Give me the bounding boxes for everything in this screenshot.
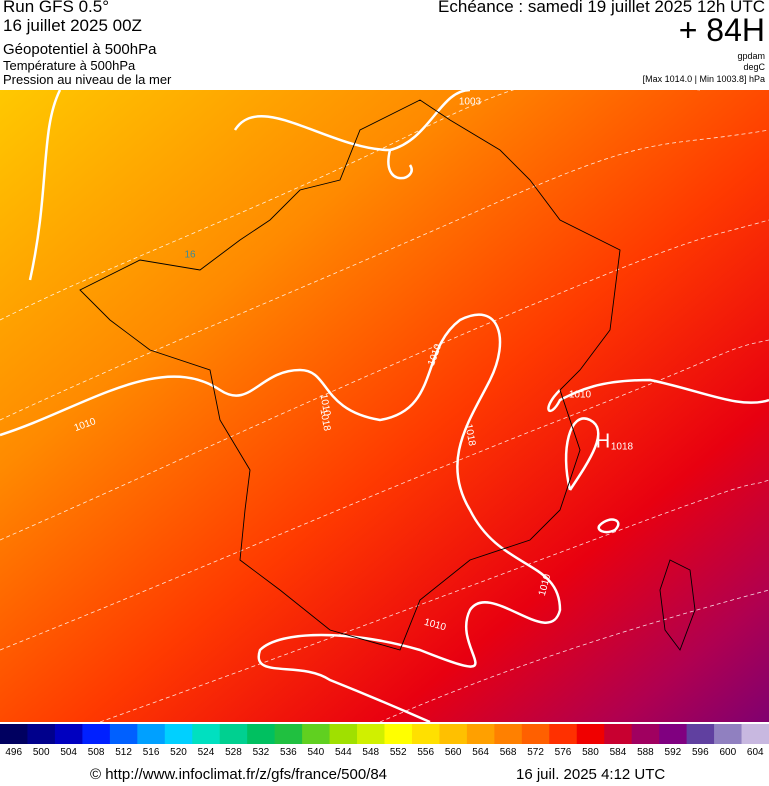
field-label: Température à 500hPa — [3, 58, 136, 73]
run-date: 16 juillet 2025 00Z — [3, 16, 142, 35]
contour-label: 1018 — [318, 408, 333, 432]
colorbar-tick-label: 508 — [88, 747, 105, 758]
generated-time: 16 juil. 2025 4:12 UTC — [516, 766, 666, 783]
contour-label: 16 — [184, 250, 196, 261]
colorbar-tick-label: 496 — [5, 747, 22, 758]
colorbar-swatch — [384, 724, 413, 744]
colorbar-tick-label: 576 — [555, 747, 572, 758]
colorbar-tick-label: 552 — [390, 747, 407, 758]
colorbar-swatch — [302, 724, 331, 744]
colorbar-swatch — [439, 724, 468, 744]
colorbar-swatch — [576, 724, 605, 744]
colorbar-tick-label: 588 — [637, 747, 654, 758]
colorbar-tick-label: 592 — [665, 747, 682, 758]
colorbar-tick-label: 568 — [500, 747, 517, 758]
colorbar-tick-label: 564 — [472, 747, 489, 758]
colorbar-tick-label: 528 — [225, 747, 242, 758]
unit: gpdam — [737, 51, 765, 61]
colorbar-tick-label: 524 — [198, 747, 215, 758]
corsica-outline — [659, 559, 696, 651]
field-label: Géopotentiel à 500hPa — [3, 41, 157, 58]
pressure-contours — [0, 90, 769, 722]
colorbar-swatch — [137, 724, 166, 744]
colorbar-tick-label: 584 — [610, 747, 627, 758]
colorbar-swatch — [164, 724, 193, 744]
pressure-range: [Max 1014.0 | Min 1003.8] hPa — [642, 74, 765, 84]
colorbar-swatch — [411, 724, 440, 744]
run-title: Run GFS 0.5° — [3, 0, 110, 16]
temperature-contours — [0, 90, 769, 722]
lead-time: + 84H — [678, 12, 765, 48]
colorbar-tick-label: 516 — [143, 747, 160, 758]
colorbar-swatch — [192, 724, 221, 744]
colorbar-tick-label: 600 — [719, 747, 736, 758]
high-pressure-marker: H — [596, 430, 610, 452]
colorbar-tick-label: 532 — [253, 747, 270, 758]
temperature-field — [0, 90, 769, 722]
colorbar-swatch — [329, 724, 358, 744]
colorbar-swatch — [549, 724, 578, 744]
field-label: Pression au niveau de la mer — [3, 72, 172, 87]
colorbar-swatch — [82, 724, 111, 744]
colorbar-swatch — [631, 724, 660, 744]
colorbar-tick-label: 604 — [747, 747, 764, 758]
colorbar-tick-label: 560 — [445, 747, 462, 758]
colorbar-tick-label: 548 — [362, 747, 379, 758]
colorbar-swatch — [274, 724, 303, 744]
colorbar-swatch — [741, 724, 769, 744]
colorbar-tick-label: 500 — [33, 747, 50, 758]
colorbar-tick-label: 556 — [417, 747, 434, 758]
valid-time: Echéance : samedi 19 juillet 2025 12h UT… — [438, 0, 765, 16]
france-outline — [79, 99, 621, 651]
colorbar: 496 500 504 508 512 516 520 524 528 532 536 540 544 5… — [0, 724, 769, 758]
colorbar-swatch — [659, 724, 688, 744]
colorbar-swatch — [604, 724, 633, 744]
contour-label: 1018 — [463, 423, 478, 447]
colorbar-swatch — [494, 724, 523, 744]
colorbar-swatch — [219, 724, 248, 744]
colorbar-swatch — [686, 724, 715, 744]
colorbar-swatch — [521, 724, 550, 744]
unit: degC — [743, 62, 765, 72]
colorbar-tick-label: 580 — [582, 747, 599, 758]
colorbar-swatch — [0, 724, 28, 744]
colorbar-tick-label: 596 — [692, 747, 709, 758]
contour-label: 1010 — [318, 393, 333, 417]
colorbar-swatch — [466, 724, 495, 744]
contour-label: 1003 — [459, 97, 482, 108]
contour-label: 1010 — [569, 390, 592, 401]
colorbar-swatch — [247, 724, 276, 744]
colorbar-tick-label: 536 — [280, 747, 297, 758]
colorbar-tick-label: 572 — [527, 747, 544, 758]
colorbar-tick-label: 544 — [335, 747, 352, 758]
colorbar-tick-label: 512 — [115, 747, 132, 758]
colorbar-tick-label: 520 — [170, 747, 187, 758]
colorbar-swatch — [109, 724, 138, 744]
colorbar-swatch — [54, 724, 83, 744]
colorbar-tick-label: 540 — [307, 747, 324, 758]
colorbar-tick-label: 504 — [60, 747, 77, 758]
source: © http://www.infoclimat.fr/z/gfs/france/… — [90, 766, 388, 783]
colorbar-swatch — [27, 724, 56, 744]
colorbar-swatch — [357, 724, 385, 744]
contour-label: 1018 — [611, 442, 634, 453]
colorbar-swatch — [714, 724, 743, 744]
